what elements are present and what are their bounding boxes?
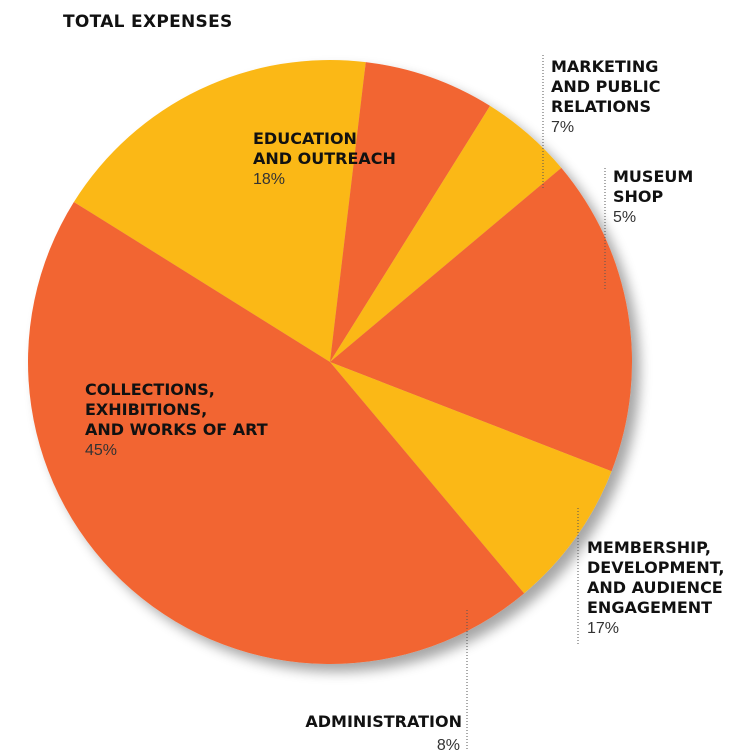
- chart-title: TOTAL EXPENSES: [63, 12, 233, 32]
- slice-label-museum: MUSEUM SHOP 5%: [613, 167, 693, 226]
- pie-slice-museum: [330, 105, 562, 363]
- slice-label-membership: MEMBERSHIP, DEVELOPMENT, AND AUDIENCE ENGAG…: [587, 538, 724, 637]
- slice-value-marketing: 7%: [551, 119, 574, 136]
- slice-label-education: EDUCATION AND OUTREACH 18%: [253, 129, 396, 188]
- slice-value-museum: 5%: [613, 209, 636, 226]
- pie-slice-collections: [27, 201, 525, 665]
- pie-slice-marketing: [330, 62, 491, 362]
- slice-value-education: 18%: [253, 171, 285, 188]
- slice-label-collections: COLLECTIONS, EXHIBITIONS, AND WORKS OF ART…: [85, 380, 268, 459]
- pie-slice-administration: [330, 362, 612, 594]
- slice-value-administration: 8%: [437, 737, 460, 754]
- slice-label-administration: ADMINISTRATION 8%: [305, 712, 462, 754]
- slice-value-membership: 17%: [587, 620, 619, 637]
- slice-label-marketing: MARKETING AND PUBLIC RELATIONS 7%: [551, 57, 660, 136]
- slice-labels: EDUCATION AND OUTREACH 18% MARKETING AND PUB…: [85, 57, 724, 754]
- pie-slices: [27, 60, 632, 665]
- leader-lines: [466, 55, 606, 750]
- slice-value-collections: 45%: [85, 442, 117, 459]
- pie-slice-education: [73, 60, 366, 363]
- pie-slice-membership: [330, 167, 632, 472]
